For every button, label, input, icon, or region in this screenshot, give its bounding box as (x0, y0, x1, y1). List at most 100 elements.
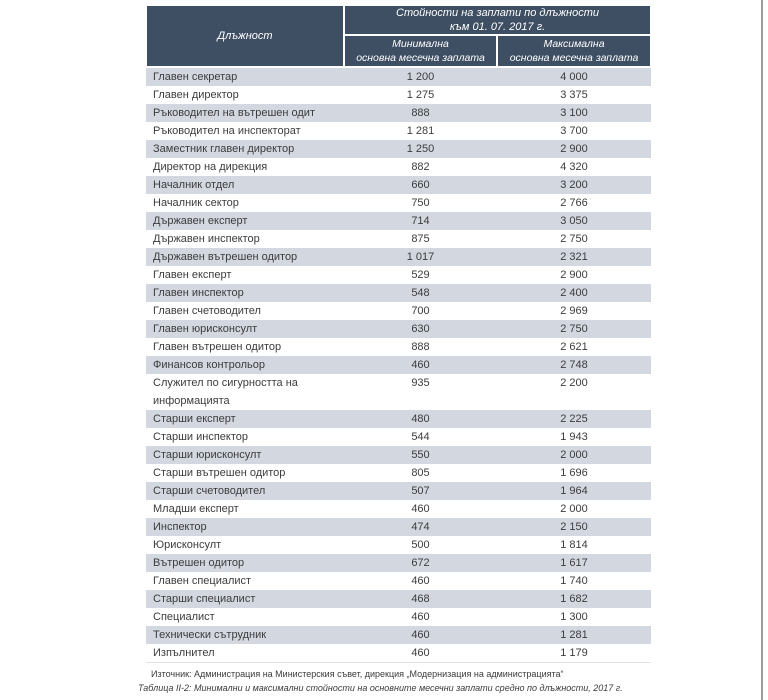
max-cell: 4 320 (497, 158, 652, 176)
min-cell: 750 (344, 194, 497, 212)
table-header: Длъжност Стойности на заплати по длъжнос… (145, 4, 653, 68)
position-cell: Директор на дирекция (146, 158, 344, 176)
position-cell: Главен директор (146, 86, 344, 104)
position-cell: Специалист (146, 608, 344, 626)
table-row: Старши инспектор 544 1 943 (146, 428, 652, 446)
header-group-title-line1: Стойности на заплати по длъжности (396, 7, 600, 19)
max-cell: 1 814 (497, 536, 652, 554)
table-row: Юрисконсулт 500 1 814 (146, 536, 652, 554)
position-cell: Главен секретар (146, 67, 344, 86)
position-cell: Ръководител на вътрешен одит (146, 104, 344, 122)
max-cell: 3 375 (497, 86, 652, 104)
table-row: Главен юрисконсулт 630 2 750 (146, 320, 652, 338)
table-body: Главен секретар 1 200 4 000 Главен дирек… (146, 67, 652, 663)
table-row: Ръководител на вътрешен одит 888 3 100 (146, 104, 652, 122)
min-cell: 460 (344, 500, 497, 518)
table-row: Финансов контрольор 460 2 748 (146, 356, 652, 374)
table-row: Началник сектор 750 2 766 (146, 194, 652, 212)
max-cell: 2 200 (497, 374, 652, 410)
min-cell: 460 (344, 644, 497, 663)
max-cell: 1 943 (497, 428, 652, 446)
position-cell: Старши специалист (146, 590, 344, 608)
position-cell: Старши счетоводител (146, 482, 344, 500)
max-cell: 1 682 (497, 590, 652, 608)
position-cell: Старши инспектор (146, 428, 344, 446)
table-row: Младши експерт 460 2 000 (146, 500, 652, 518)
min-cell: 480 (344, 410, 497, 428)
table-row: Изпълнител 460 1 179 (146, 644, 652, 663)
table-row: Главен вътрешен одитор 888 2 621 (146, 338, 652, 356)
max-cell: 1 964 (497, 482, 652, 500)
min-cell: 888 (344, 104, 497, 122)
table-row: Специалист 460 1 300 (146, 608, 652, 626)
min-cell: 474 (344, 518, 497, 536)
position-cell: Заместник главен директор (146, 140, 344, 158)
table-row: Старши експерт 480 2 225 (146, 410, 652, 428)
header-min-salary-line2: основна месечна заплата (356, 52, 485, 64)
max-cell: 2 969 (497, 302, 652, 320)
salary-table: Длъжност Стойности на заплати по длъжнос… (145, 4, 653, 663)
table-row: Старши специалист 468 1 682 (146, 590, 652, 608)
table-row: Държавен експерт 714 3 050 (146, 212, 652, 230)
table-row: Главен инспектор 548 2 400 (146, 284, 652, 302)
min-cell: 468 (344, 590, 497, 608)
max-cell: 2 766 (497, 194, 652, 212)
max-cell: 2 900 (497, 140, 652, 158)
min-cell: 507 (344, 482, 497, 500)
min-cell: 805 (344, 464, 497, 482)
table-row: Технически сътрудник 460 1 281 (146, 626, 652, 644)
header-position: Длъжност (145, 4, 345, 68)
min-cell: 550 (344, 446, 497, 464)
min-cell: 460 (344, 356, 497, 374)
position-cell: Главен специалист (146, 572, 344, 590)
table-row: Вътрешен одитор 672 1 617 (146, 554, 652, 572)
min-cell: 714 (344, 212, 497, 230)
min-cell: 1 017 (344, 248, 497, 266)
min-cell: 544 (344, 428, 497, 446)
position-cell: Главен инспектор (146, 284, 344, 302)
min-cell: 500 (344, 536, 497, 554)
min-cell: 460 (344, 608, 497, 626)
position-cell: Старши експерт (146, 410, 344, 428)
header-min-salary: Минимална основна месечна заплата (343, 34, 498, 68)
position-cell: Старши вътрешен одитор (146, 464, 344, 482)
max-cell: 1 179 (497, 644, 652, 663)
position-cell: Държавен вътрешен одитор (146, 248, 344, 266)
position-cell: Главен експерт (146, 266, 344, 284)
header-group-title-line2: към 01. 07. 2017 г. (449, 21, 546, 33)
table-row: Директор на дирекция 882 4 320 (146, 158, 652, 176)
table-row: Главен счетоводител 700 2 969 (146, 302, 652, 320)
table-row: Служител по сигурността на информацията … (146, 374, 652, 410)
min-cell: 875 (344, 230, 497, 248)
position-cell: Държавен инспектор (146, 230, 344, 248)
min-cell: 888 (344, 338, 497, 356)
position-cell: Началник сектор (146, 194, 344, 212)
max-cell: 3 100 (497, 104, 652, 122)
position-cell: Държавен експерт (146, 212, 344, 230)
table-row: Държавен вътрешен одитор 1 017 2 321 (146, 248, 652, 266)
table-row: Главен секретар 1 200 4 000 (146, 67, 652, 86)
min-cell: 935 (344, 374, 497, 410)
min-cell: 882 (344, 158, 497, 176)
max-cell: 2 900 (497, 266, 652, 284)
max-cell: 1 740 (497, 572, 652, 590)
source-note: Източник: Администрация на Министерския … (151, 669, 564, 679)
table-footer: Източник: Администрация на Министерския … (138, 667, 758, 695)
table-row: Старши вътрешен одитор 805 1 696 (146, 464, 652, 482)
max-cell: 2 000 (497, 500, 652, 518)
table-caption: Таблица II-2: Минимални и максимални сто… (138, 683, 623, 693)
max-cell: 2 321 (497, 248, 652, 266)
table-row: Заместник главен директор 1 250 2 900 (146, 140, 652, 158)
header-group-title: Стойности на заплати по длъжности към 01… (342, 4, 653, 36)
max-cell: 1 696 (497, 464, 652, 482)
table-row: Държавен инспектор 875 2 750 (146, 230, 652, 248)
min-cell: 1 275 (344, 86, 497, 104)
table-row: Началник отдел 660 3 200 (146, 176, 652, 194)
max-cell: 4 000 (497, 67, 652, 86)
position-cell: Служител по сигурността на информацията (146, 374, 344, 410)
position-cell: Инспектор (146, 518, 344, 536)
header-max-salary-line2: основна месечна заплата (509, 52, 639, 64)
header-min-salary-line1: Минимална (392, 38, 449, 50)
table-row: Ръководител на инспекторат 1 281 3 700 (146, 122, 652, 140)
